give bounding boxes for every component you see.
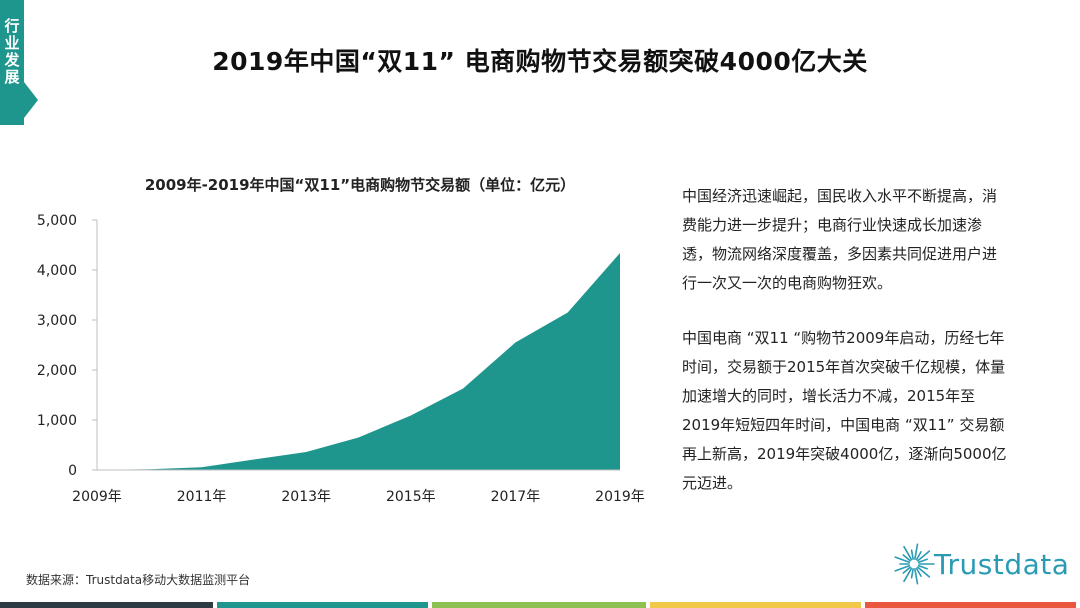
- data-source: 数据来源：Trustdata移动大数据监测平台: [26, 573, 251, 587]
- page-title: 2019年中国“双11” 电商购物节交易额突破4000亿大关: [212, 47, 868, 76]
- x-tick-label: 2011年: [177, 489, 227, 505]
- section-tag-label: 行业发展: [4, 17, 20, 86]
- series-area: [97, 253, 620, 470]
- bar-segment: [0, 602, 214, 608]
- x-tick-label: 2013年: [281, 489, 331, 505]
- x-tick-label: 2009年: [72, 489, 122, 505]
- section-tag: 行业发展: [0, 0, 38, 125]
- description-paragraph-1: 中国经济迅速崛起，国民收入水平不断提高，消费能力进一步提升；电商行业快速成长加速…: [682, 187, 998, 292]
- bottom-color-bar: [0, 602, 1080, 608]
- y-tick-label: 3,000: [37, 313, 77, 329]
- y-tick-label: 2,000: [37, 363, 77, 379]
- sunburst-logo-icon: [894, 543, 935, 585]
- bar-segment: [649, 602, 861, 608]
- bar-segment: [432, 602, 646, 608]
- chart-title: 2009年-2019年中国“双11”电商购物节交易额（单位：亿元）: [144, 176, 576, 194]
- bar-segment: [864, 602, 1077, 608]
- x-tick-label: 2017年: [491, 489, 541, 505]
- y-tick-label: 5,000: [37, 213, 77, 229]
- x-tick-label: 2019年: [595, 489, 645, 505]
- trustdata-logo: Trustdata: [892, 536, 1072, 592]
- x-tick-label: 2015年: [386, 489, 436, 505]
- logo-text: Trustdata: [934, 548, 1070, 581]
- description-paragraph-2: 中国电商 “双11 “购物节2009年启动，历经七年时间，交易额于2015年首次…: [682, 329, 1007, 492]
- y-tick-label: 1,000: [37, 413, 77, 429]
- bar-segment: [217, 602, 429, 608]
- y-tick-label: 0: [68, 463, 77, 479]
- y-tick-label: 4,000: [37, 263, 77, 279]
- area-chart: 0 1,000 2,000 3,000 4,000 5,000 2009年 2011年 2013…: [37, 213, 645, 505]
